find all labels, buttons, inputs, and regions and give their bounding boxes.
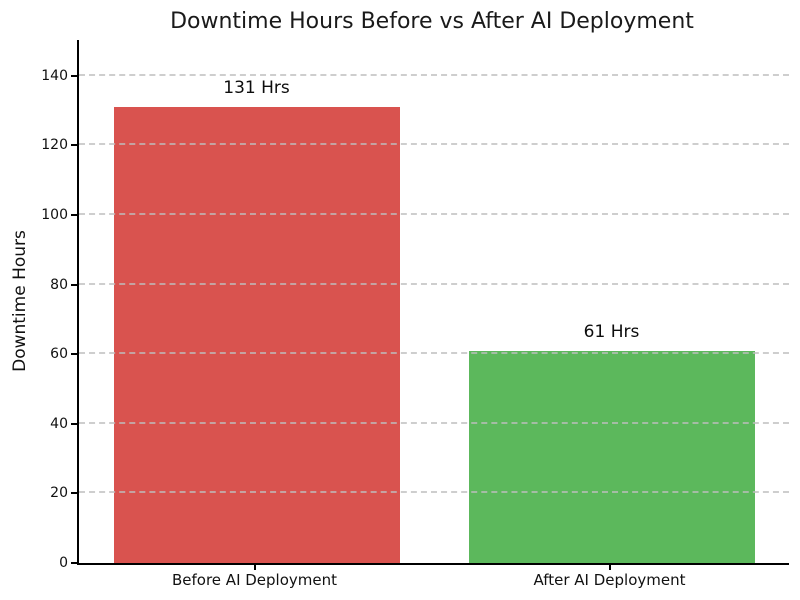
y-tick-mark (71, 492, 77, 495)
x-tick-mark (253, 564, 256, 570)
y-tick-label: 140 (41, 67, 68, 84)
x-tick-mark (608, 564, 611, 570)
y-tick-label: 120 (41, 137, 68, 154)
gridline-y-80 (79, 282, 789, 285)
y-tick-mark (71, 74, 77, 77)
y-tick-label: 0 (59, 555, 68, 571)
gridline-y-100 (79, 213, 789, 216)
chart-title: Downtime Hours Before vs After AI Deploy… (170, 9, 694, 34)
bar-value-label: 61 Hrs (583, 322, 640, 342)
bar-before-ai (113, 107, 400, 563)
y-tick-label: 40 (50, 415, 68, 432)
y-tick-mark (71, 283, 77, 286)
y-tick-label: 60 (50, 346, 68, 363)
y-tick-label: 20 (50, 485, 68, 502)
gridline-y-20 (79, 491, 789, 494)
y-tick-label: 100 (41, 207, 68, 224)
x-tick-label-before: Before AI Deployment (171, 571, 338, 589)
bar-value-label: 131 Hrs (223, 78, 290, 98)
gridline-y-140 (79, 73, 789, 76)
y-tick-mark (71, 214, 77, 217)
y-tick-mark (71, 144, 77, 147)
y-tick-mark (71, 353, 77, 356)
gridline-y-60 (79, 352, 789, 355)
bar-after-ai (468, 351, 755, 563)
gridline-y-120 (79, 143, 789, 146)
y-tick-mark (71, 422, 77, 425)
plot-area: 131 Hrs 61 Hrs (77, 40, 789, 565)
gridline-y-40 (79, 421, 789, 424)
y-tick-mark (71, 562, 77, 564)
x-tick-label-after: After AI Deployment (533, 571, 686, 589)
y-tick-label: 80 (50, 276, 68, 293)
